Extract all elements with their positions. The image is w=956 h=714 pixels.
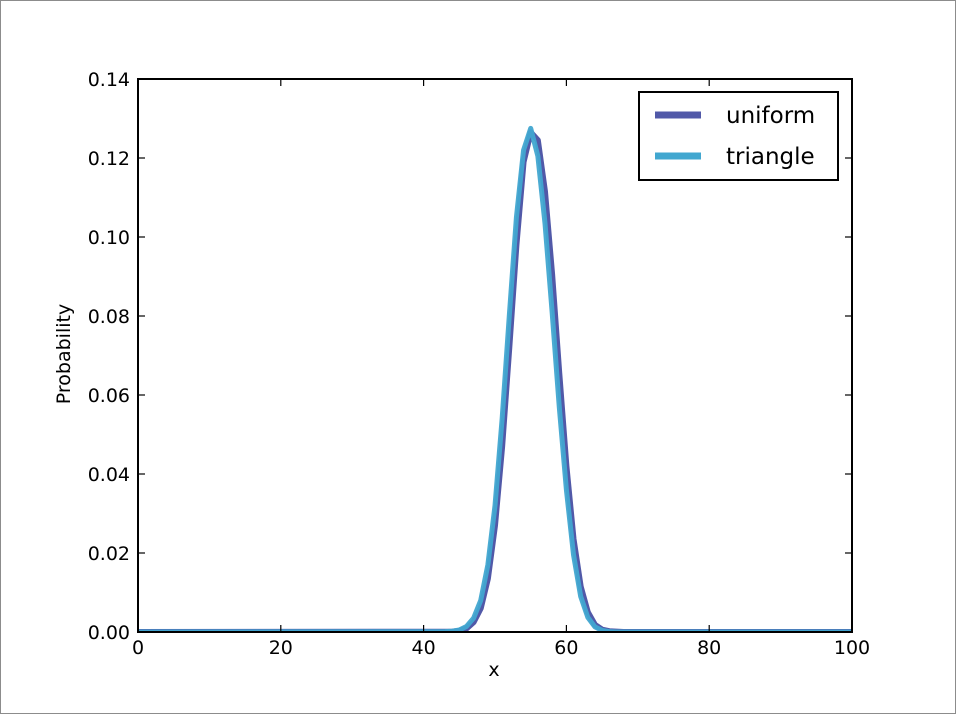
legend-label-uniform: uniform	[726, 103, 815, 129]
x-tick-label: 40	[412, 637, 436, 659]
y-tick-label: 0.10	[88, 227, 130, 249]
legend: uniform triangle	[638, 91, 839, 181]
series-line-uniform	[138, 129, 852, 632]
axes: 0 20 40 60 80 100 0.00 0.02 0.04 0.06 0.08 0.10 0.12…	[88, 69, 870, 659]
x-tick-label: 80	[697, 637, 721, 659]
legend-box	[638, 91, 839, 181]
y-tick-label: 0.12	[88, 148, 130, 170]
plot-area	[138, 125, 852, 632]
axes-frame	[137, 78, 853, 633]
y-tick-label: 0.14	[88, 69, 130, 91]
x-tick-label: 100	[834, 637, 870, 659]
legend-label-triangle: triangle	[726, 144, 815, 170]
x-tick-label: 20	[269, 637, 293, 659]
y-tick-label: 0.06	[88, 385, 130, 407]
x-axis-label: x	[488, 659, 499, 681]
x-tick-label: 60	[554, 637, 578, 659]
y-axis-label: Probability	[53, 304, 75, 404]
y-tick-label: 0.02	[88, 543, 130, 565]
y-tick-label: 0.04	[88, 464, 130, 486]
y-tick-label: 0.00	[88, 622, 130, 644]
y-tick-label: 0.08	[88, 306, 130, 328]
series-group	[138, 125, 852, 632]
series-line-triangle	[138, 125, 852, 632]
x-tick-label: 0	[132, 637, 144, 659]
